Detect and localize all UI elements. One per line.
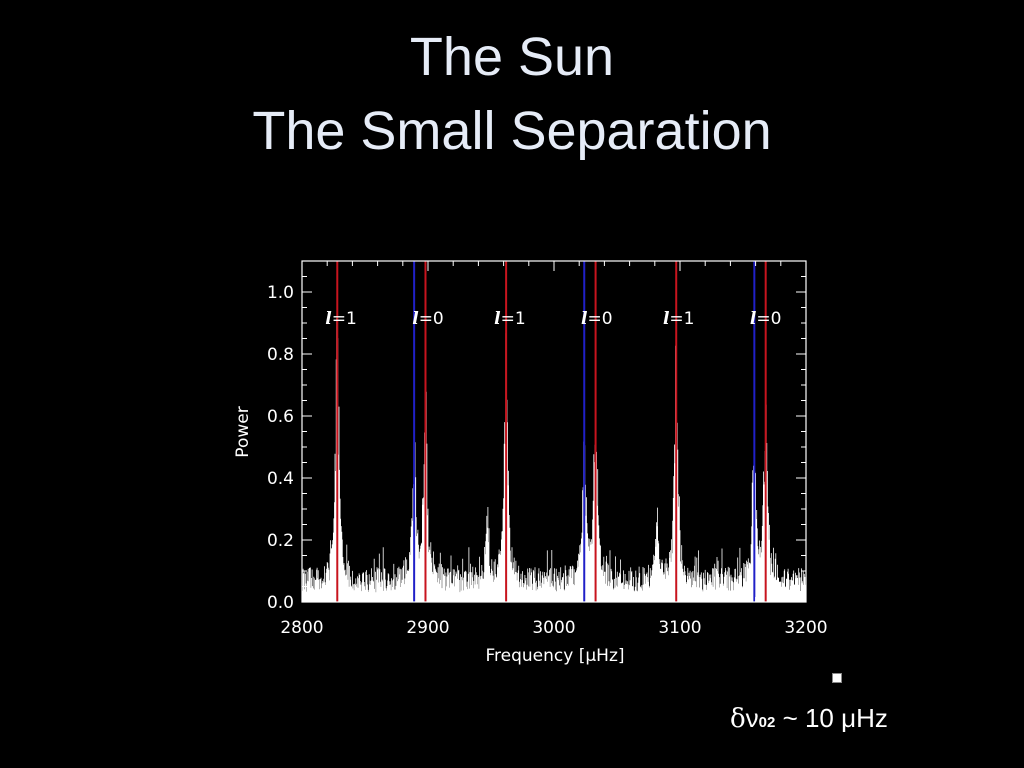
mode-label: l=1 (325, 309, 357, 329)
y-axis-label: Power (233, 406, 253, 457)
x-tick-label: 2900 (406, 618, 449, 638)
delta-symbol: δ (730, 704, 746, 734)
ell-symbol: l (581, 309, 588, 329)
x-tick-label: 3200 (784, 618, 827, 638)
ell-symbol: l (750, 309, 757, 329)
mode-label: l=0 (412, 309, 444, 329)
nu-symbol: ν (745, 703, 759, 733)
mode-degree: =0 (756, 309, 781, 329)
mode-lines (336, 261, 767, 602)
y-tick-label: 1.0 (267, 283, 294, 303)
ell-symbol: l (325, 309, 332, 329)
y-tick-label: 0.0 (267, 593, 294, 613)
spectrum-trace (301, 278, 807, 602)
x-axis-label: Frequency [μHz] (485, 646, 624, 666)
x-tick-label: 3100 (658, 618, 701, 638)
small-separation-note: δν02 ~ 10 μHz (730, 703, 888, 734)
y-tick-label: 0.8 (267, 345, 294, 365)
slide-title-line2: The Small Separation (252, 101, 772, 161)
ell-symbol: l (412, 309, 419, 329)
y-tick-label: 0.6 (267, 407, 294, 427)
y-tick-label: 0.2 (267, 531, 294, 551)
mode-labels: l=1 l=0 l=1 l=0 l=1 l=0 (325, 309, 781, 329)
mode-label: l=1 (494, 309, 526, 329)
mode-label: l=1 (663, 309, 695, 329)
y-tick-label: 0.4 (267, 469, 294, 489)
plot-frame (301, 260, 807, 603)
ell-symbol: l (494, 309, 501, 329)
chart-axes: 2800 2900 3000 3100 3200 0.0 0.2 0.4 0.6 0.8 1.0 (267, 260, 828, 638)
mode-label: l=0 (750, 309, 782, 329)
nu-subscript: 02 (758, 714, 776, 731)
slide-marker (832, 673, 842, 683)
mode-degree: =1 (669, 309, 694, 329)
mode-degree: =1 (501, 309, 526, 329)
mode-degree: =1 (332, 309, 357, 329)
mode-label: l=0 (581, 309, 613, 329)
mode-degree: =0 (588, 309, 613, 329)
mode-degree: =0 (419, 309, 444, 329)
spectrum-path (301, 278, 807, 602)
ell-symbol: l (663, 309, 670, 329)
x-tick-label: 2800 (280, 618, 323, 638)
x-tick-label: 3000 (532, 618, 575, 638)
slide-title-line1: The Sun (409, 27, 615, 87)
separation-value: ~ 10 μHz (775, 703, 888, 733)
